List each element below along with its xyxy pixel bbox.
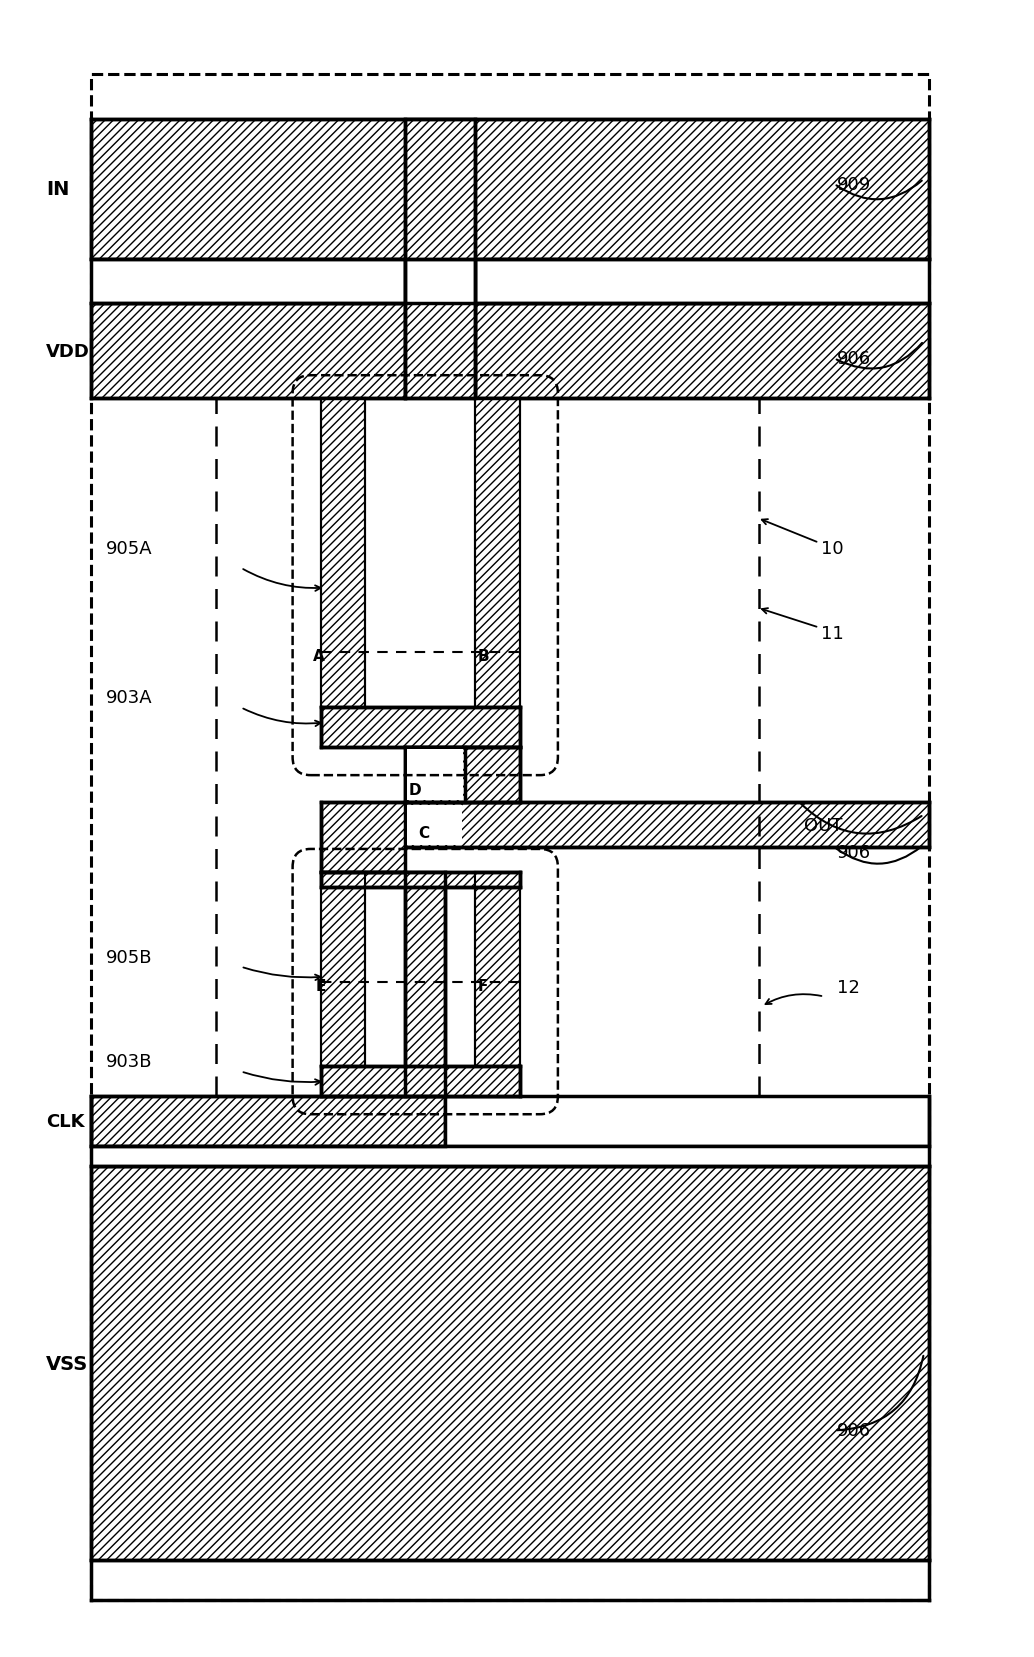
Bar xyxy=(321,399,365,708)
Text: IN: IN xyxy=(47,181,69,199)
Text: 905A: 905A xyxy=(107,540,153,557)
Text: C: C xyxy=(419,825,429,840)
Text: 10: 10 xyxy=(821,540,844,557)
Bar xyxy=(446,1097,929,1147)
Text: F: F xyxy=(478,978,488,993)
Bar xyxy=(321,872,520,886)
Text: 906: 906 xyxy=(838,1422,872,1440)
Bar xyxy=(91,119,929,260)
Text: 906: 906 xyxy=(838,843,872,862)
Text: 903B: 903B xyxy=(107,1052,153,1070)
Text: 11: 11 xyxy=(821,625,844,643)
Text: E: E xyxy=(315,978,326,993)
Text: 906: 906 xyxy=(838,350,872,368)
Bar xyxy=(91,260,929,305)
Bar xyxy=(321,708,520,747)
Bar xyxy=(321,802,405,872)
FancyArrowPatch shape xyxy=(837,1355,923,1430)
Bar xyxy=(405,802,929,847)
Text: 905B: 905B xyxy=(107,948,153,966)
Text: 903A: 903A xyxy=(107,689,153,708)
Bar xyxy=(91,75,929,1601)
Text: B: B xyxy=(478,650,490,664)
Bar xyxy=(321,1067,520,1097)
Bar xyxy=(475,399,520,708)
Text: CLK: CLK xyxy=(47,1112,85,1130)
Bar xyxy=(91,305,405,399)
Text: VSS: VSS xyxy=(47,1354,89,1372)
Text: 12: 12 xyxy=(838,978,860,996)
Text: VDD: VDD xyxy=(47,343,90,361)
Text: D: D xyxy=(408,782,421,797)
Bar xyxy=(405,119,475,399)
FancyArrowPatch shape xyxy=(837,847,921,865)
Bar xyxy=(475,872,520,1067)
Text: A: A xyxy=(312,650,325,664)
Bar xyxy=(475,305,929,399)
Bar xyxy=(91,1167,929,1561)
Text: OUT: OUT xyxy=(804,817,843,835)
FancyArrowPatch shape xyxy=(801,805,921,833)
Bar xyxy=(405,872,446,1097)
Bar xyxy=(407,805,462,845)
Bar xyxy=(407,749,463,800)
FancyArrowPatch shape xyxy=(837,343,922,370)
Bar xyxy=(321,872,365,1067)
Bar xyxy=(405,747,520,802)
Bar xyxy=(91,1097,446,1147)
Bar xyxy=(405,260,475,305)
Text: 909: 909 xyxy=(838,176,872,194)
Bar xyxy=(91,1147,929,1167)
FancyArrowPatch shape xyxy=(837,182,921,200)
